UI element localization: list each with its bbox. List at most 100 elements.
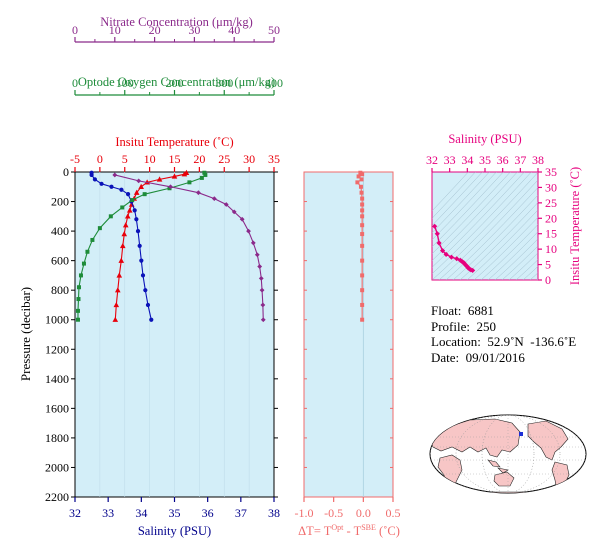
delta-t-data-point	[360, 208, 365, 213]
delta-t-data-point	[356, 174, 361, 179]
salinity-axis-title: Salinity (PSU)	[138, 524, 211, 538]
oxygen-data-point	[108, 214, 113, 219]
salinity-data-point	[92, 177, 97, 182]
delta-t-data-point	[360, 232, 365, 237]
delta-t-chart: -1.0 -0.5 0.0 0.5 ΔT= TOpt - TSBE (˚C)	[295, 170, 401, 538]
nitrate-data-point	[168, 184, 173, 190]
oxygen-tick-label: 200	[166, 76, 184, 90]
delta-t-data-point	[359, 190, 364, 195]
nitrate-tick-label: 20	[149, 23, 161, 37]
ts-data-point	[436, 240, 442, 246]
salinity-data-point	[119, 187, 124, 192]
oxygen-data-point	[76, 297, 81, 302]
pressure-tick-label: 1000	[45, 313, 69, 327]
pressure-tick-label: 1600	[45, 401, 69, 415]
pressure-tick-label: 2200	[45, 490, 69, 504]
ts-density-isoline	[432, 172, 483, 226]
delta-t-plot-area	[303, 171, 394, 498]
delta-t-axis-label: ΔT= TOpt - TSBE (˚C)	[298, 523, 400, 538]
ts-density-isoline	[432, 172, 490, 234]
ts-temperature-tick-label: 15	[545, 227, 557, 241]
oxygen-data-point	[199, 175, 204, 180]
date-label: Date: 09/01/2016	[431, 349, 525, 365]
temperature-data-point	[133, 189, 140, 195]
world-map	[429, 414, 587, 494]
ts-density-isoline	[445, 187, 538, 280]
ts-temperature-tick-label: 20	[545, 211, 557, 225]
temperature-tick-label: 30	[243, 152, 255, 166]
pressure-tick-label: 600	[51, 254, 69, 268]
salinity-tick-label: 34	[135, 506, 147, 520]
oxygen-data-point	[167, 186, 172, 191]
oxygen-data-point	[130, 198, 135, 203]
nitrate-data-point	[259, 287, 265, 293]
ts-density-isoline	[501, 245, 538, 280]
ts-density-isoline	[579, 157, 608, 280]
delta-t-data-point	[360, 172, 365, 177]
nitrate-data-point	[257, 264, 263, 269]
ts-density-isoline	[487, 231, 538, 280]
salinity-tick-label: 32	[69, 506, 81, 520]
oxygen-data-point	[90, 237, 95, 242]
ts-plot-area	[431, 171, 539, 281]
ts-density-isoline	[432, 172, 469, 212]
temperature-tick-label: 10	[144, 152, 156, 166]
ts-salinity-label: Salinity (PSU)	[448, 132, 521, 146]
nitrate-data-point	[112, 172, 118, 178]
ts-density-isoline	[508, 252, 538, 280]
temperature-data-point	[116, 272, 123, 278]
oxygen-data-point	[85, 249, 90, 254]
ts-temperature-tick-label: 5	[545, 258, 551, 272]
ts-salinity-tick-label: 33	[444, 153, 456, 167]
oxygen-tick-label: 400	[265, 76, 283, 90]
pressure-tick-label: 0	[63, 165, 69, 179]
ts-temperature-tick-label: 0	[545, 273, 551, 287]
ts-density-isoline	[438, 179, 538, 280]
temperature-data-point	[122, 222, 129, 228]
nitrate-data-point	[254, 252, 260, 258]
delta-t-data-point	[360, 214, 365, 219]
delta-t-data-point	[360, 317, 365, 322]
salinity-tick-label: 38	[268, 506, 280, 520]
pressure-tick-label: 400	[51, 224, 69, 238]
oxygen-data-point	[78, 273, 83, 278]
pressure-axis-label: Pressure (decibar)	[18, 287, 33, 381]
temperature-tick-label: 20	[193, 152, 205, 166]
temperature-tick-label: 35	[268, 152, 280, 166]
salinity-data-point	[89, 172, 94, 178]
ts-data-point	[470, 267, 476, 274]
temperature-tick-label: -5	[70, 152, 80, 166]
ts-temperature-label: Insitu Temperature (˚C)	[568, 167, 582, 285]
delta-t-data-point	[360, 302, 365, 307]
nitrate-tick-label: 40	[228, 23, 240, 37]
ts-density-isoline	[473, 216, 538, 280]
pressure-tick-label: 800	[51, 283, 69, 297]
nitrate-data-point	[136, 178, 142, 184]
float-id-label: Float: 6881	[431, 303, 494, 318]
map-meridian	[455, 415, 561, 493]
ts-salinity-tick-label: 32	[426, 153, 438, 167]
ts-density-isoline	[432, 172, 525, 268]
ts-salinity-tick-label: 35	[479, 153, 491, 167]
ts-density-isoline	[600, 157, 608, 280]
salinity-tick-label: 33	[102, 506, 114, 520]
temperature-data-point	[114, 287, 121, 293]
location-label: Location: 52.9˚N -136.6˚E	[431, 334, 577, 349]
temperature-axis-title: Insitu Temperature (˚C)	[115, 135, 233, 149]
delta-t-data-point	[355, 180, 360, 185]
temperature-tick-label: 5	[122, 152, 128, 166]
salinity-tick-label: 37	[235, 506, 247, 520]
ts-density-isoline	[586, 157, 608, 280]
nitrate-tick-label: 10	[109, 23, 121, 37]
ts-density-isoline	[432, 172, 504, 248]
ts-density-isoline	[432, 172, 538, 280]
salinity-tick-label: 36	[202, 506, 214, 520]
nitrate-data-point	[260, 317, 266, 323]
temperature-data-point	[156, 176, 163, 182]
delta-t-tick-label: 0.0	[356, 506, 371, 520]
salinity-data-point	[135, 228, 141, 234]
salinity-data-point	[139, 258, 144, 263]
nitrate-data-point	[246, 228, 251, 234]
